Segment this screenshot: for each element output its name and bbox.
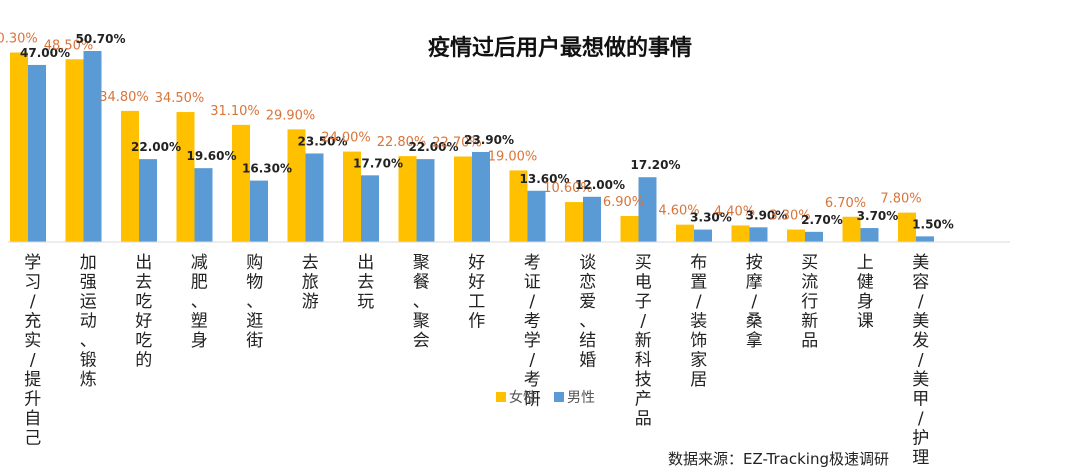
bars: [10, 51, 934, 243]
category-label-4: 购物、逛街: [246, 253, 263, 351]
category-labels: 学习/充实/提升自己 加强运动、锻炼 出去吃好吃的 减肥、塑身 购物、逛街 去旅游 出去玩 聚…: [24, 253, 929, 468]
value-labels: 50.30%47.00%48.50%50.70% 34.80% 22.00% 34.5…: [0, 32, 954, 232]
value-label-male-0: 47.00%: [20, 46, 70, 60]
bar-female-3: [176, 112, 195, 242]
category-label-3: 减肥、塑身: [191, 253, 208, 351]
bar-male-7: [416, 159, 435, 242]
value-label-female-16: 7.80%: [880, 192, 921, 207]
bar-male-13: [749, 227, 768, 242]
value-label-male-13: 3.90%: [746, 208, 788, 222]
value-label-female-0: 50.30%: [0, 32, 38, 47]
bar-female-12: [676, 224, 694, 242]
value-label-female-13: 4.40%: [714, 204, 755, 219]
value-label-female-3: 34.50%: [155, 91, 205, 106]
bar-female-4: [232, 124, 250, 242]
bar-male-5: [305, 153, 324, 242]
value-label-female-15: 6.70%: [825, 196, 866, 211]
category-label-14: 买流行新品: [801, 253, 818, 351]
value-label-male-16: 1.50%: [912, 217, 954, 231]
bar-female-10: [565, 202, 583, 242]
source-note: 数据来源：EZ-Tracking极速调研: [668, 450, 889, 468]
bar-male-16: [916, 236, 934, 242]
category-label-1: 加强运动、锻炼: [80, 253, 97, 390]
legend-label-male: 男性: [567, 390, 595, 406]
bar-female-1: [65, 59, 84, 243]
legend: 女性 男性: [496, 389, 595, 406]
bar-male-9: [527, 190, 546, 242]
value-label-male-8: 23.90%: [464, 133, 514, 147]
category-label-12: 布置/装饰家居: [690, 253, 707, 390]
legend-swatch-male: [554, 392, 564, 402]
category-label-11: 买电子/新科技产品: [635, 253, 652, 429]
value-label-female-12: 4.60%: [658, 204, 699, 219]
value-label-male-2: 22.00%: [131, 140, 181, 154]
value-label-female-1: 48.50%: [44, 38, 94, 53]
bar-female-7: [398, 156, 417, 242]
value-label-male-11: 17.20%: [631, 158, 681, 172]
bar-female-13: [731, 225, 750, 242]
bar-female-0: [10, 52, 28, 243]
bar-female-9: [509, 170, 528, 242]
bar-male-14: [805, 231, 823, 242]
category-label-16: 美容/美发/美甲/护理: [912, 253, 929, 468]
value-label-female-9: 19.00%: [488, 149, 538, 164]
legend-swatch-female: [496, 392, 506, 402]
bar-female-5: [287, 129, 306, 242]
category-label-0: 学习/充实/提升自己: [24, 253, 41, 449]
value-label-female-8: 22.70%: [432, 135, 482, 150]
value-label-male-5: 23.50%: [298, 134, 348, 148]
bar-female-8: [454, 156, 472, 242]
value-label-male-15: 3.70%: [857, 209, 899, 223]
bar-male-2: [139, 159, 157, 242]
bar-male-8: [472, 151, 490, 242]
bar-male-0: [28, 64, 46, 242]
value-label-male-4: 16.30%: [242, 162, 292, 176]
legend-label-female: 女性: [509, 389, 537, 406]
chart-title: 疫情过后用户最想做的事情: [428, 35, 692, 61]
category-label-7: 聚餐、聚会: [413, 253, 430, 351]
bar-male-6: [361, 175, 379, 242]
category-label-2: 出去吃好吃的: [135, 253, 152, 371]
bar-male-10: [583, 196, 601, 242]
bar-male-15: [860, 228, 879, 242]
value-label-male-1: 50.70%: [76, 32, 126, 46]
category-label-10: 谈恋爱、结婚: [579, 253, 596, 371]
value-label-female-6: 24.00%: [321, 131, 371, 146]
category-label-9: 考证/考学/考研: [524, 253, 541, 410]
value-label-female-10: 10.60%: [543, 181, 593, 196]
bar-male-3: [194, 168, 213, 242]
bar-female-15: [842, 216, 861, 242]
category-label-6: 出去玩: [357, 253, 374, 312]
value-label-female-14: 3.30%: [769, 209, 810, 224]
category-label-5: 去旅游: [302, 253, 319, 312]
bar-male-11: [638, 177, 657, 242]
value-label-female-2: 34.80%: [99, 90, 149, 105]
value-label-female-4: 31.10%: [210, 104, 260, 119]
value-label-male-10: 12.00%: [575, 178, 625, 192]
value-label-female-7: 22.80%: [377, 135, 427, 150]
value-label-male-14: 2.70%: [801, 213, 843, 227]
value-label-male-3: 19.60%: [187, 149, 237, 163]
bar-female-11: [620, 216, 639, 242]
bar-female-14: [787, 229, 805, 242]
bar-female-6: [343, 151, 361, 242]
value-label-male-9: 13.60%: [520, 172, 570, 186]
value-label-male-7: 22.00%: [409, 140, 459, 154]
value-label-female-11: 6.90%: [603, 195, 644, 210]
bar-male-4: [250, 180, 268, 242]
bar-female-16: [898, 212, 916, 242]
category-label-13: 按摩/桑拿: [746, 253, 763, 351]
bar-female-2: [121, 110, 139, 242]
bar-male-12: [694, 229, 712, 242]
category-label-8: 好好工作: [468, 253, 485, 332]
bar-male-1: [83, 51, 102, 242]
value-label-male-12: 3.30%: [690, 211, 732, 225]
category-label-15: 上健身课: [857, 253, 874, 332]
value-label-female-5: 29.90%: [266, 108, 316, 123]
value-label-male-6: 17.70%: [353, 156, 403, 170]
